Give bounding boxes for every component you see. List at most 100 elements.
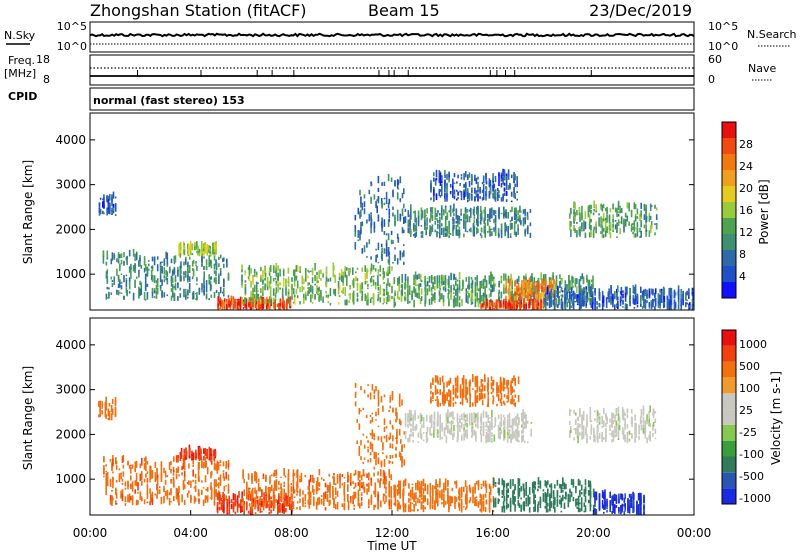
data-cell [379, 481, 381, 488]
data-cell [473, 227, 476, 232]
data-cell [372, 299, 375, 306]
data-cell [204, 246, 207, 254]
data-cell [254, 301, 257, 307]
data-cell [485, 172, 487, 181]
data-cell [171, 284, 174, 292]
data-cell [128, 267, 131, 273]
data-cell [588, 293, 591, 302]
data-cell [494, 210, 497, 214]
data-cell [241, 506, 243, 511]
data-cell [505, 226, 507, 232]
data-cell [426, 226, 428, 230]
data-cell [120, 472, 122, 480]
data-cell [616, 225, 618, 233]
data-cell [491, 284, 494, 293]
data-cell [252, 499, 255, 503]
data-cell [359, 211, 361, 219]
data-cell [574, 281, 577, 288]
data-cell [213, 498, 216, 504]
data-cell [380, 198, 383, 205]
data-cell [604, 220, 607, 228]
data-cell [509, 235, 512, 238]
data-cell [540, 293, 542, 299]
data-cell [117, 290, 120, 296]
data-cell [587, 284, 590, 291]
data-cell [98, 400, 100, 407]
data-cell [416, 284, 419, 287]
data-cell [493, 307, 496, 310]
data-cell [278, 495, 280, 498]
data-cell [241, 510, 243, 512]
data-cell [114, 196, 117, 199]
data-cell [339, 480, 341, 489]
data-cell [512, 296, 515, 304]
data-cell [155, 293, 158, 299]
data-cell [514, 184, 516, 188]
data-cell [363, 474, 366, 477]
data-cell [163, 267, 166, 275]
data-cell [383, 271, 385, 275]
data-cell [106, 480, 109, 487]
data-cell [452, 208, 454, 213]
data-cell [299, 267, 301, 271]
data-cell [586, 296, 589, 299]
data-cell [509, 233, 512, 236]
data-cell [516, 176, 518, 184]
data-cell [353, 507, 355, 510]
data-cell [383, 297, 385, 304]
data-cell [377, 261, 380, 264]
freq-left-tick-bottom: 8 [43, 73, 50, 86]
data-cell [267, 303, 269, 307]
data-cell [498, 174, 500, 182]
data-cell [686, 290, 688, 296]
data-cell [644, 306, 647, 309]
data-cell [394, 290, 396, 296]
data-cell [361, 248, 364, 254]
data-cell [159, 285, 162, 291]
data-cell [468, 181, 471, 186]
data-cell [431, 214, 434, 220]
data-cell [585, 296, 587, 305]
data-cell [99, 400, 101, 408]
data-cell [160, 465, 163, 472]
data-cell [352, 267, 354, 275]
data-cell [269, 293, 272, 300]
data-cell [685, 301, 687, 308]
data-cell [301, 285, 304, 293]
data-cell [470, 293, 473, 302]
data-cell [366, 483, 368, 487]
data-cell [424, 227, 426, 230]
data-cell [370, 227, 372, 234]
data-cell [234, 498, 237, 504]
data-cell [185, 457, 188, 460]
data-cell [130, 263, 132, 271]
data-cell [545, 292, 547, 298]
data-cell [114, 412, 117, 418]
data-cell [504, 223, 506, 231]
data-cell [259, 508, 262, 513]
data-cell [528, 282, 530, 288]
data-cell [461, 288, 463, 291]
data-cell [480, 216, 483, 221]
data-cell [383, 282, 385, 284]
data-cell [640, 233, 642, 235]
data-cell [252, 301, 254, 305]
data-cell [109, 501, 112, 503]
data-cell [213, 242, 216, 250]
data-cell [183, 288, 185, 294]
data-cell [248, 490, 251, 495]
data-cell [641, 306, 644, 309]
data-cell [111, 500, 113, 506]
data-cell [601, 218, 604, 226]
data-cell [474, 291, 477, 297]
data-cell [520, 304, 523, 309]
data-cell [361, 202, 364, 211]
data-cell [545, 301, 547, 305]
data-cell [195, 261, 197, 264]
noise-sky-line [89, 32, 695, 38]
data-cell [240, 505, 242, 513]
data-cell [431, 227, 434, 230]
data-cell [274, 277, 277, 280]
data-cell [467, 191, 469, 199]
data-cell [673, 301, 676, 310]
